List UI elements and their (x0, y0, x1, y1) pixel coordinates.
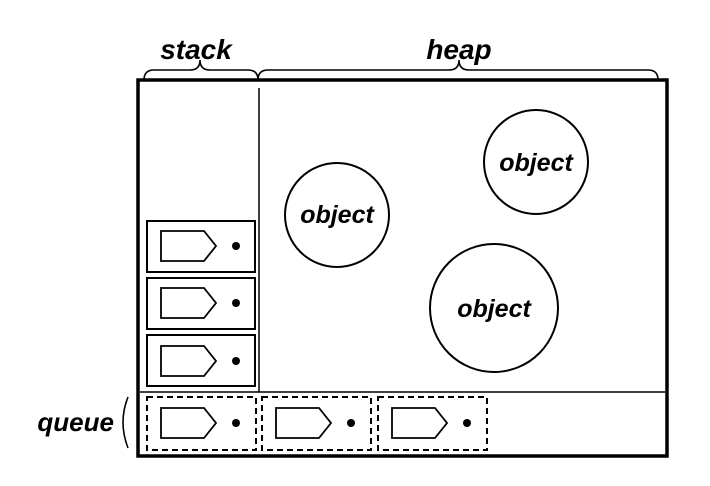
frame-dot-icon (232, 357, 240, 365)
stack-frame (146, 277, 256, 330)
message-tag-icon (160, 407, 218, 439)
frame-tag-icon (160, 345, 218, 377)
message-dot-icon (232, 419, 240, 427)
message-tag-icon (275, 407, 333, 439)
queue-label: queue (37, 407, 114, 437)
frame-tag-icon (160, 287, 218, 319)
heap-object: object (483, 109, 589, 215)
heap-object: object (284, 162, 390, 268)
stack-frame (146, 220, 256, 273)
frame-dot-icon (232, 299, 240, 307)
message-dot-icon (463, 419, 471, 427)
frame-dot-icon (232, 242, 240, 250)
frame-tag-icon (160, 230, 218, 262)
heap-object-label: object (457, 295, 532, 323)
queue-message (261, 396, 372, 451)
heap-label: heap (426, 34, 491, 65)
stack-frame (146, 334, 256, 387)
queue-message (377, 396, 488, 451)
heap-object-label: object (499, 149, 574, 177)
runtime-box (136, 78, 669, 458)
queue-message (146, 396, 257, 451)
stack-brace (143, 59, 259, 81)
heap-brace (257, 59, 659, 81)
stack-label: stack (160, 34, 233, 65)
heap-object: object (429, 243, 559, 373)
message-dot-icon (347, 419, 355, 427)
message-tag-icon (391, 407, 449, 439)
queue-bracket (122, 396, 129, 449)
heap-object-label: object (300, 201, 375, 229)
